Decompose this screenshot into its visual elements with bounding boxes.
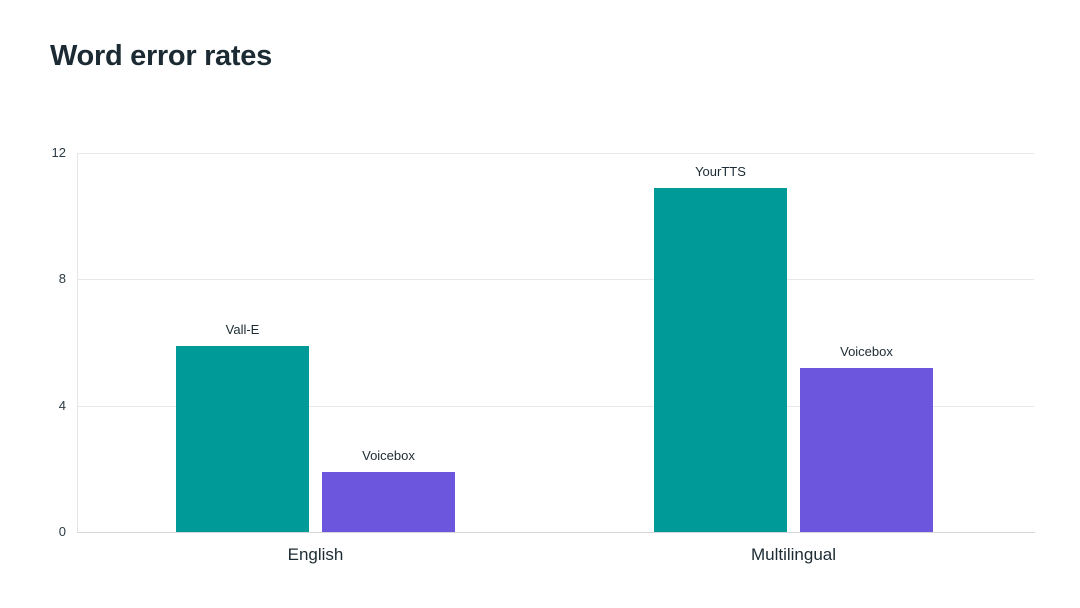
bar-english-vall-e — [176, 345, 309, 532]
x-axis-baseline — [77, 532, 1035, 533]
chart-title: Word error rates — [50, 40, 272, 72]
y-tick-label-12: 12 — [51, 145, 66, 160]
bar-label-multilingual-voicebox: Voicebox — [840, 343, 893, 359]
y-tick-label-0: 0 — [58, 524, 66, 539]
bar-multilingual-voicebox — [800, 367, 933, 532]
bar-label-english-voicebox: Voicebox — [362, 448, 415, 463]
bar-english-voicebox — [322, 472, 455, 532]
plot-area: Vall-E Voicebox YourTTS Voicebox — [77, 153, 1034, 532]
bar-multilingual-yourtts — [654, 187, 787, 532]
bar-label-english-vall-e: Vall-E — [225, 321, 260, 337]
category-label-english: English — [287, 545, 344, 564]
gridline-y-12 — [77, 153, 1034, 154]
y-axis-line — [77, 153, 78, 532]
category-label-multilingual: Multilingual — [750, 545, 837, 564]
y-tick-label-4: 4 — [58, 397, 66, 413]
y-tick-label-8: 8 — [58, 271, 66, 287]
gridline-y-8 — [77, 279, 1034, 281]
bar-label-multilingual-yourtts: YourTTS — [695, 163, 746, 179]
gridline-y-4 — [77, 405, 1034, 407]
